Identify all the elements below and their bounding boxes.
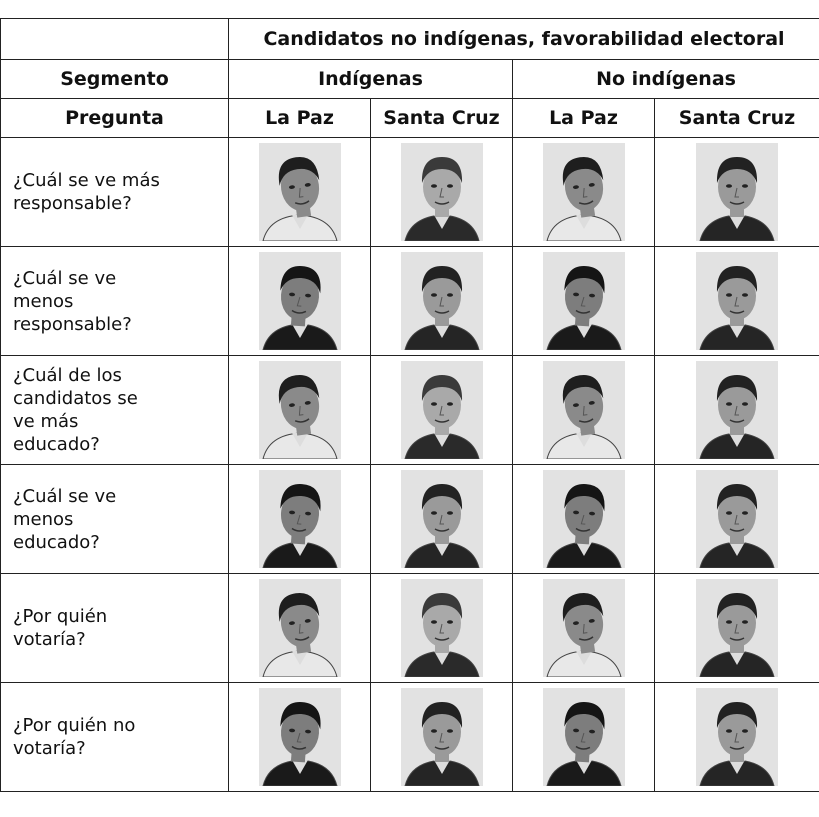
- question-row: ¿Por quién votaría?: [1, 574, 819, 683]
- city: La Paz: [513, 99, 655, 138]
- candidate-photo: [401, 143, 483, 241]
- question-cell: ¿Por quién votaría?: [1, 574, 229, 683]
- candidate-photo: [401, 470, 483, 568]
- question: ¿Cuál se ve menos educado?: [13, 485, 163, 554]
- photo-cell: [513, 465, 655, 574]
- question: ¿Por quién no votaría?: [13, 714, 163, 760]
- photo-cell: [371, 683, 513, 792]
- question: ¿Cuál se ve menos responsable?: [13, 267, 163, 336]
- candidate-photo: [401, 579, 483, 677]
- question-row: ¿Cuál se ve menos responsable?: [1, 247, 819, 356]
- candidate-photo: [401, 361, 483, 459]
- question: ¿Por quién votaría?: [13, 605, 163, 651]
- question: ¿Cuál se ve más responsable?: [13, 169, 163, 215]
- photo-cell: [229, 138, 371, 247]
- candidate-photo: [259, 143, 341, 241]
- photo-cell: [229, 465, 371, 574]
- photo-cell: [229, 247, 371, 356]
- question-cell: ¿Cuál se ve menos responsable?: [1, 247, 229, 356]
- candidate-photo: [259, 688, 341, 786]
- question-row: ¿Cuál se ve más responsable?: [1, 138, 819, 247]
- question-cell: ¿Por quién no votaría?: [1, 683, 229, 792]
- results-table: Candidatos no indígenas, favorabilidad e…: [0, 18, 819, 792]
- photo-cell: [371, 574, 513, 683]
- city: Santa Cruz: [655, 99, 819, 138]
- candidate-photo: [696, 688, 778, 786]
- photo-cell: [371, 247, 513, 356]
- question-row: ¿Por quién no votaría?: [1, 683, 819, 792]
- photo-cell: [229, 574, 371, 683]
- question: ¿Cuál de los candidatos se ve más educad…: [13, 364, 163, 456]
- candidate-photo: [401, 688, 483, 786]
- candidate-photo: [543, 470, 625, 568]
- city: Santa Cruz: [371, 99, 513, 138]
- photo-cell: [655, 247, 819, 356]
- page-top-edge: [0, 0, 819, 19]
- question-cell: ¿Cuál de los candidatos se ve más educad…: [1, 356, 229, 465]
- photo-cell: [513, 247, 655, 356]
- blank-cell: [1, 19, 229, 60]
- candidate-photo: [543, 361, 625, 459]
- candidate-photo: [543, 688, 625, 786]
- candidate-photo: [696, 579, 778, 677]
- segment-label: Segmento: [1, 60, 229, 99]
- photo-cell: [371, 356, 513, 465]
- candidate-photo: [259, 579, 341, 677]
- candidate-photo: [259, 252, 341, 350]
- segment: No indígenas: [513, 60, 819, 99]
- photo-cell: [655, 465, 819, 574]
- segment: Indígenas: [229, 60, 513, 99]
- candidate-photo: [696, 470, 778, 568]
- candidate-photo: [696, 143, 778, 241]
- photo-cell: [513, 138, 655, 247]
- photo-cell: [655, 356, 819, 465]
- photo-cell: [655, 683, 819, 792]
- photo-cell: [229, 356, 371, 465]
- candidate-photo: [543, 252, 625, 350]
- candidate-photo: [543, 579, 625, 677]
- candidate-photo: [696, 252, 778, 350]
- candidate-photo: [696, 361, 778, 459]
- question-row: ¿Cuál se ve menos educado?: [1, 465, 819, 574]
- question-row: ¿Cuál de los candidatos se ve más educad…: [1, 356, 819, 465]
- photo-cell: [655, 574, 819, 683]
- photo-cell: [229, 683, 371, 792]
- question-cell: ¿Cuál se ve menos educado?: [1, 465, 229, 574]
- photo-cell: [513, 356, 655, 465]
- candidate-photo: [543, 143, 625, 241]
- question-cell: ¿Cuál se ve más responsable?: [1, 138, 229, 247]
- page: Candidatos no indígenas, favorabilidad e…: [0, 18, 819, 817]
- question-label: Pregunta: [1, 99, 229, 138]
- photo-cell: [371, 138, 513, 247]
- photo-cell: [371, 465, 513, 574]
- candidate-photo: [259, 361, 341, 459]
- candidate-photo: [259, 470, 341, 568]
- photo-cell: [513, 683, 655, 792]
- city: La Paz: [229, 99, 371, 138]
- photo-cell: [655, 138, 819, 247]
- photo-cell: [513, 574, 655, 683]
- group-title: Candidatos no indígenas, favorabilidad e…: [229, 19, 819, 60]
- candidate-photo: [401, 252, 483, 350]
